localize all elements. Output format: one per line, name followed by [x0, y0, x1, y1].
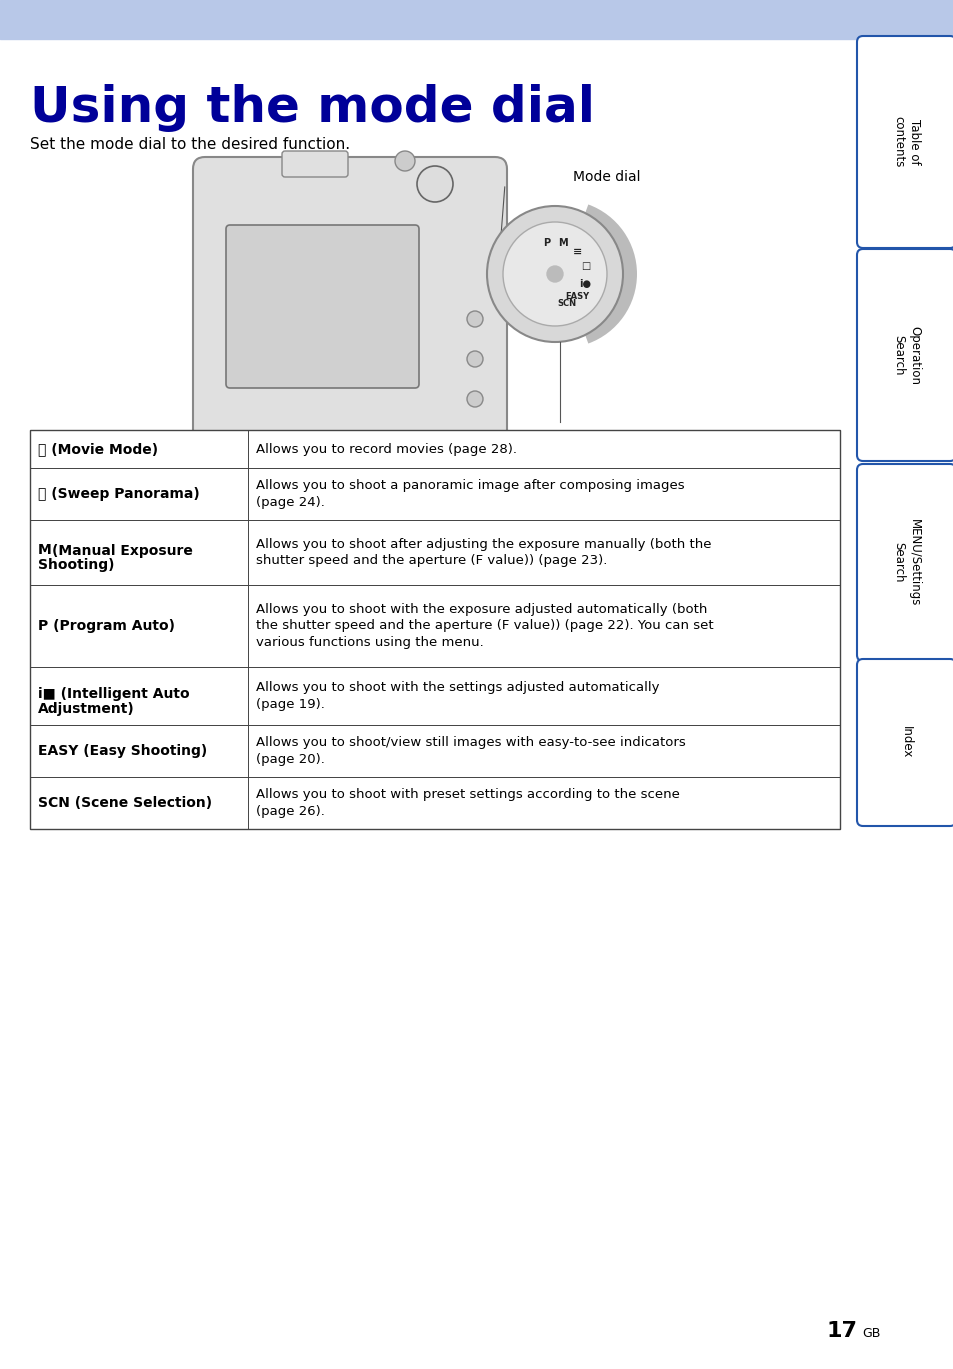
- Text: 17: 17: [826, 1321, 857, 1342]
- Bar: [30, 585, 840, 667]
- Bar: [30, 778, 840, 830]
- Text: □: □: [580, 260, 590, 271]
- Text: ≡: ≡: [573, 246, 581, 256]
- Text: Allows you to record movies (page 28).: Allows you to record movies (page 28).: [255, 442, 517, 456]
- Text: Shooting): Shooting): [38, 559, 114, 572]
- Text: Allows you to shoot a panoramic image after composing images
(page 24).: Allows you to shoot a panoramic image af…: [255, 479, 684, 509]
- FancyBboxPatch shape: [193, 157, 506, 450]
- Text: Operation
Search: Operation Search: [891, 326, 920, 385]
- Text: Allows you to shoot with the exposure adjusted automatically (both
the shutter s: Allows you to shoot with the exposure ad…: [255, 602, 713, 649]
- FancyBboxPatch shape: [282, 151, 348, 177]
- Text: (Manual Exposure: (Manual Exposure: [52, 543, 193, 557]
- Bar: [30, 430, 840, 830]
- Text: Allows you to shoot after adjusting the exposure manually (both the
shutter spee: Allows you to shoot after adjusting the …: [255, 538, 711, 567]
- FancyBboxPatch shape: [856, 249, 953, 461]
- Circle shape: [416, 166, 453, 203]
- Text: SCN: SCN: [557, 300, 576, 308]
- Bar: [30, 667, 840, 726]
- Text: ⎕ (Sweep Panorama): ⎕ (Sweep Panorama): [38, 487, 199, 501]
- Text: Using the mode dial: Using the mode dial: [30, 84, 595, 131]
- Text: EASY: EASY: [565, 292, 589, 301]
- Circle shape: [395, 151, 415, 171]
- Text: Allows you to shoot/view still images with easy-to-see indicators
(page 20).: Allows you to shoot/view still images wi…: [255, 737, 685, 765]
- Wedge shape: [583, 204, 637, 344]
- Text: Adjustment): Adjustment): [38, 702, 134, 716]
- Bar: [30, 430, 840, 468]
- Text: Table of
contents: Table of contents: [891, 116, 920, 167]
- Circle shape: [467, 392, 482, 407]
- Circle shape: [546, 266, 562, 282]
- Circle shape: [486, 205, 622, 342]
- Text: Allows you to shoot with the settings adjusted automatically
(page 19).: Allows you to shoot with the settings ad…: [255, 682, 659, 711]
- Text: Allows you to shoot with preset settings according to the scene
(page 26).: Allows you to shoot with preset settings…: [255, 789, 679, 817]
- FancyBboxPatch shape: [856, 658, 953, 826]
- Text: GB: GB: [862, 1327, 880, 1340]
- Bar: [30, 726, 840, 778]
- Bar: [0, 0, 953, 38]
- Text: SCN (Scene Selection): SCN (Scene Selection): [38, 795, 212, 810]
- Text: i■ (Intelligent Auto: i■ (Intelligent Auto: [38, 687, 190, 701]
- Text: Mode dial: Mode dial: [573, 170, 640, 183]
- Text: i●: i●: [578, 279, 591, 289]
- Text: ⌗ (Movie Mode): ⌗ (Movie Mode): [38, 442, 158, 456]
- FancyBboxPatch shape: [856, 464, 953, 661]
- Text: Index: Index: [899, 727, 912, 758]
- Text: M: M: [38, 543, 56, 557]
- Text: MENU/Settings
Search: MENU/Settings Search: [891, 519, 920, 606]
- Text: P (Program Auto): P (Program Auto): [38, 619, 174, 632]
- Text: Set the mode dial to the desired function.: Set the mode dial to the desired functio…: [30, 137, 350, 152]
- Text: EASY (Easy Shooting): EASY (Easy Shooting): [38, 743, 207, 758]
- Circle shape: [502, 222, 606, 326]
- Bar: [30, 468, 840, 520]
- Circle shape: [467, 350, 482, 367]
- Text: M: M: [558, 238, 567, 248]
- Circle shape: [467, 311, 482, 327]
- Text: P: P: [542, 238, 550, 248]
- FancyBboxPatch shape: [856, 36, 953, 248]
- FancyBboxPatch shape: [226, 225, 418, 387]
- Bar: [30, 520, 840, 585]
